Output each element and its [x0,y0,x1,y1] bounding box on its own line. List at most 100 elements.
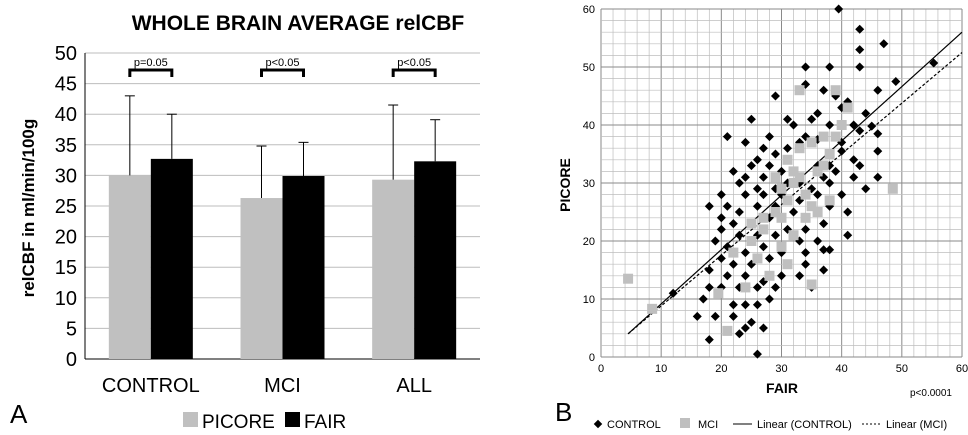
trendline [627,52,963,335]
trendlines [627,31,963,335]
bar-fair [150,158,193,359]
significance-bracket [128,68,174,77]
point-control [740,323,750,333]
point-mci [788,166,799,177]
y-tick-label: 20 [55,227,77,249]
y-tick-label: 25 [55,196,77,218]
point-mci [818,131,829,142]
y-tick-label: 50 [55,43,77,65]
y-tick-label: 0 [589,352,595,364]
point-mci [887,183,898,194]
point-control [819,265,829,275]
point-control [807,282,817,292]
point-control [825,178,835,188]
point-control [861,108,871,118]
point-control [837,190,847,200]
point-control [758,242,768,252]
panel-label-b: B [555,397,572,427]
point-control [929,58,939,68]
point-control [819,219,829,229]
point-mci [818,160,829,171]
point-control [740,300,750,310]
legend-label-mci: MCI [698,419,718,431]
point-control [777,271,786,281]
legend-swatch-picore [183,412,198,427]
x-tick-label: 0 [598,363,604,375]
point-control [873,146,883,156]
point-control [740,172,750,182]
point-control [855,24,865,34]
point-control [813,161,823,171]
y-tick-label: 30 [55,165,77,187]
point-control [746,114,756,124]
point-mci [713,288,724,299]
point-mci [830,85,841,96]
point-control [704,335,714,345]
point-control [837,146,847,156]
point-mci [782,154,793,165]
point-mci [776,241,787,252]
point-mci [800,212,811,223]
point-control [716,282,726,292]
x-tick-label: 60 [956,363,968,375]
point-control [843,207,853,217]
point-control [716,190,726,200]
point-control [777,166,786,176]
y-tick-label: 60 [583,4,595,16]
point-control [722,132,732,142]
legend-label-fair: FAIR [304,412,346,433]
point-control [807,184,817,194]
point-control [764,294,774,304]
point-mci [812,166,823,177]
point-control [752,300,762,310]
point-mci [806,137,817,148]
y-tick-label: 40 [583,120,595,132]
point-control [758,172,768,182]
point-mci [764,270,775,281]
point-mci [830,131,841,142]
point-control [801,259,811,269]
point-control [770,230,780,240]
point-mci [740,282,751,293]
point-control [740,248,750,258]
y-tick-label: 30 [583,178,595,190]
point-mci [782,259,793,270]
y-tick-label: 5 [66,318,77,340]
point-control [704,282,714,292]
plot-grid [600,8,963,358]
x-tick-label: 30 [775,363,787,375]
legend-marker-control [593,419,603,429]
y-tick-label: 10 [55,288,77,310]
point-control [758,323,768,333]
point-control [770,282,780,292]
panel-label-a: A [10,399,28,429]
point-control [879,39,889,49]
point-control [764,132,774,142]
point-control [716,253,726,263]
point-mci [752,253,763,264]
point-control [783,224,793,234]
legend: PICORE FAIR [183,412,346,433]
point-control [849,172,859,182]
bar-picore [240,198,283,359]
point-control [795,236,805,246]
point-control [831,166,841,176]
point-control [825,245,835,255]
legend-swatch-fair [285,412,300,427]
point-control [728,311,738,321]
point-control [834,4,844,14]
point-control [801,62,811,72]
point-control [710,311,720,321]
point-control [801,224,811,234]
point-control [716,224,726,234]
point-control [825,62,835,72]
point-control [740,137,750,147]
bar-fair [414,161,457,359]
point-mci [806,279,817,290]
y-tick-label: 20 [583,236,595,248]
point-control [801,132,811,142]
p-value-label: p=0.05 [134,57,168,69]
y-tick-labels: 0 5 10 15 20 25 30 35 40 45 50 [55,43,77,371]
point-control [746,317,756,327]
legend-label-picore: PICORE [202,412,275,433]
